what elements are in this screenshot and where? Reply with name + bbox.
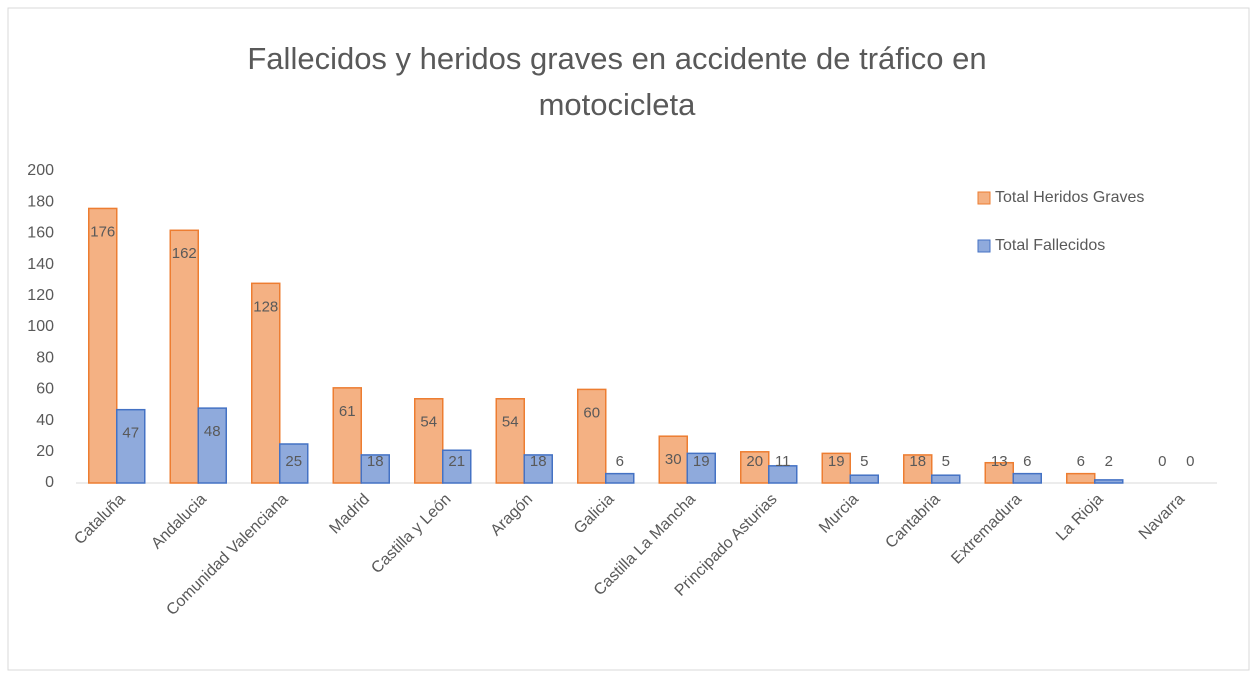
bar: [279, 443, 309, 484]
y-tick-label: 80: [36, 349, 54, 366]
legend-swatch: [977, 239, 991, 253]
data-label: 48: [204, 423, 221, 440]
data-label: 60: [583, 404, 600, 421]
x-tick-label: Extremadura: [948, 491, 1025, 568]
bar: [1066, 472, 1096, 484]
bar: [1094, 479, 1124, 484]
bar: [849, 474, 879, 484]
bar: [523, 454, 553, 484]
x-tick-label: Andalucia: [148, 491, 210, 553]
data-label: 6: [1023, 453, 1031, 470]
data-label: 19: [693, 453, 710, 470]
data-label: 176: [90, 223, 115, 240]
chart-frame: [7, 7, 1250, 671]
x-tick-label: Cataluña: [71, 491, 128, 548]
y-tick-label: 100: [27, 318, 54, 335]
data-label: 54: [502, 414, 519, 431]
bar: [903, 454, 933, 484]
data-label: 25: [285, 453, 302, 470]
x-tick-label: La Rioja: [1053, 491, 1107, 545]
chart-title: Fallecidos y heridos graves en accidente…: [247, 41, 987, 122]
bar: [768, 465, 798, 484]
data-label: 162: [172, 245, 197, 262]
data-label: 5: [942, 453, 950, 470]
bar: [605, 472, 635, 484]
bar: [360, 454, 390, 484]
data-label: 5: [860, 453, 868, 470]
bar: [116, 408, 146, 484]
y-tick-label: 200: [27, 162, 54, 179]
data-label: 21: [448, 453, 465, 470]
data-label: 30: [665, 451, 682, 468]
data-label: 0: [1158, 453, 1166, 470]
bar: [577, 388, 607, 484]
data-label: 6: [1077, 453, 1085, 470]
y-tick-label: 160: [27, 225, 54, 242]
y-tick-label: 40: [36, 412, 54, 429]
bar: [495, 398, 525, 484]
bar: [984, 461, 1014, 484]
bar: [169, 229, 199, 484]
bar: [821, 452, 851, 484]
x-tick-label: Madrid: [326, 491, 373, 538]
bar: [197, 407, 227, 484]
x-tick-label: Cantabria: [882, 491, 943, 552]
bar: [88, 207, 118, 484]
data-label: 2: [1105, 453, 1113, 470]
data-label: 18: [909, 453, 926, 470]
data-label: 19: [828, 453, 845, 470]
legend-label: Total Fallecidos: [995, 237, 1105, 254]
data-label: 61: [339, 403, 356, 420]
data-label: 0: [1186, 453, 1194, 470]
data-label: 6: [616, 453, 624, 470]
x-tick-label: Castilla y León: [368, 491, 454, 577]
x-tick-label: Murcia: [816, 491, 862, 537]
data-label: 13: [991, 453, 1008, 470]
bar: [1012, 472, 1042, 484]
y-tick-label: 20: [36, 443, 54, 460]
y-tick-label: 60: [36, 381, 54, 398]
data-label: 18: [530, 453, 547, 470]
x-tick-label: Navarra: [1136, 491, 1188, 543]
legend-swatch: [977, 191, 991, 205]
x-tick-label: Galicia: [571, 491, 618, 538]
data-label: 20: [746, 453, 763, 470]
bar: [332, 387, 362, 484]
y-tick-label: 120: [27, 287, 54, 304]
data-label: 11: [775, 453, 791, 470]
data-label: 128: [253, 298, 278, 315]
legend-label: Total Heridos Graves: [995, 189, 1144, 206]
bar: [442, 449, 472, 484]
data-label: 54: [420, 414, 437, 431]
y-tick-label: 180: [27, 193, 54, 210]
bar: [414, 398, 444, 484]
y-tick-label: 140: [27, 256, 54, 273]
bar: [251, 282, 281, 484]
y-tick-label: 0: [45, 474, 54, 491]
data-label: 47: [122, 425, 139, 442]
bar: [686, 452, 716, 484]
x-tick-label: Aragón: [488, 491, 537, 540]
bar: [931, 474, 961, 484]
data-label: 18: [367, 453, 384, 470]
